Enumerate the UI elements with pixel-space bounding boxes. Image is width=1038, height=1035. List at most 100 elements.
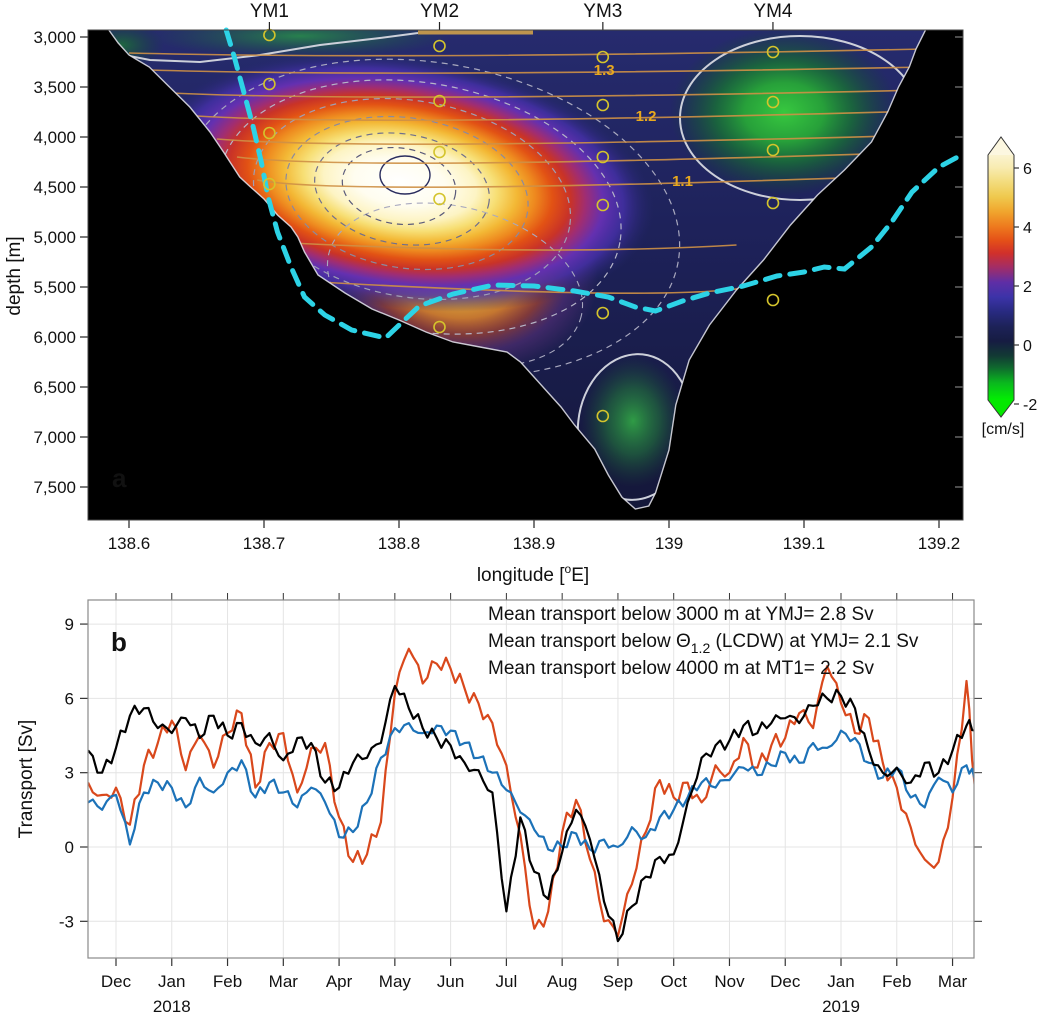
colorbar-tick-label: -2 [1023, 397, 1037, 414]
velocity-contour-innermost [379, 155, 431, 195]
panel-a-ticks: 138.6 138.7 138.8 138.9 139 139.1 139.2 3,000 3,… [33, 1, 963, 553]
station-label-YM4: YM4 [753, 1, 793, 22]
month-label: Nov [714, 972, 745, 991]
transport-tick-label: 3 [65, 764, 74, 783]
isotherm-line-7 [290, 242, 737, 251]
panel-b-transport-timeseries: Dec Jan Feb Mar Apr May Jun Jul Aug Sep Oct Nov Dec J… [16, 593, 982, 1016]
month-label: Dec [770, 972, 801, 991]
colorbar-unit: [cm/s] [982, 421, 1025, 438]
colorbar: 6 4 2 0 -2 [cm/s] [982, 136, 1037, 438]
year-label: 2019 [822, 997, 860, 1016]
series-line-blue [88, 721, 974, 854]
instrument-circle-YM4 [766, 143, 780, 157]
instrument-circle-YM3 [596, 150, 610, 164]
isotherm-line-1 [149, 66, 926, 74]
month-label: Aug [547, 972, 577, 991]
panel-b-ylabel: Transport [Sv] [16, 720, 37, 839]
y-tick-label: 3,500 [33, 78, 76, 97]
instrument-circle-YM3 [596, 198, 610, 212]
instrument-circle-YM3 [596, 98, 610, 112]
isotherm-value-labels: 1.3 1.2 1.1 [594, 62, 693, 190]
x-tick-label: 138.7 [243, 534, 286, 553]
month-label: Mar [938, 972, 968, 991]
transport-tick-label: 0 [65, 838, 74, 857]
y-tick-label: 5,000 [33, 228, 76, 247]
instrument-circle-YM2 [433, 145, 446, 159]
instrument-circle-YM3 [596, 306, 610, 320]
y-tick-label: 7,000 [33, 428, 76, 447]
panel-a-ylabel: depth [m] [4, 236, 25, 315]
seafloor-outline [108, 29, 927, 510]
transport-tick-label: 9 [65, 615, 74, 634]
isotherm-line-4 [216, 134, 926, 145]
instrument-circle-YM4 [766, 45, 780, 59]
green-cell-deep [581, 355, 685, 487]
legend-red: Mean transport below 3000 m at YMJ= 2.8 … [488, 604, 874, 625]
isotherm-contours [128, 48, 926, 294]
series-line-red [88, 647, 974, 938]
colorbar-tick-label: 6 [1023, 161, 1032, 178]
instrument-circle-YM3 [596, 409, 610, 423]
month-label: Jan [158, 972, 185, 991]
instrument-circle-YM4 [766, 293, 780, 307]
instrument-circle-YM1 [263, 126, 276, 140]
legend-blue: Mean transport below Θ1.2 (LCDW) at YMJ=… [488, 631, 919, 656]
isotherm-line-3 [196, 110, 926, 122]
panel-b-series [88, 647, 974, 943]
transport-tick-label: 6 [65, 689, 74, 708]
panel-a-xlabel: longitude [oE] [477, 562, 589, 586]
colorbar-tick-label: 4 [1023, 220, 1032, 237]
station-label-YM3: YM3 [583, 1, 622, 22]
instrument-circle-YM4 [766, 95, 780, 109]
isotherm-line-5 [236, 151, 926, 164]
colorbar-tick-label: 0 [1023, 338, 1032, 355]
instrument-circles [263, 28, 780, 423]
instrument-circle-YM2 [433, 320, 446, 334]
colorbar-tick-label: 2 [1023, 279, 1032, 296]
colorbar-ticks: 6 4 2 0 -2 [1014, 161, 1037, 414]
instrument-circle-YM2 [433, 39, 446, 53]
panel-a-letter: a [112, 463, 127, 493]
panel-b-ticks: Dec Jan Feb Mar Apr May Jun Jul Aug Sep Oct Nov Dec J… [59, 593, 982, 1016]
month-label: Dec [101, 972, 132, 991]
month-label: Feb [213, 972, 242, 991]
x-tick-label: 138.9 [513, 534, 556, 553]
instrument-circle-YM2 [433, 192, 446, 206]
colorbar-gradient [988, 155, 1014, 400]
isotherm-line-6 [257, 174, 926, 188]
green-strip-top [150, 30, 450, 58]
instrument-circle-YM3 [596, 50, 610, 64]
isotherm-label-1.2: 1.2 [636, 108, 657, 125]
panel-a-frame [87, 29, 964, 521]
panel-a-velocity-section: 138.6 138.7 138.8 138.9 139 139.1 139.2 3,000 3,… [4, 1, 1037, 586]
x-tick-label: 139 [655, 534, 683, 553]
transport-tick-label: -3 [59, 912, 74, 931]
isotherm-label-1.1: 1.1 [672, 173, 693, 190]
month-label: Apr [326, 972, 353, 991]
month-label: Sep [603, 972, 633, 991]
colorbar-arrow-top [988, 137, 1014, 155]
y-tick-label: 6,000 [33, 328, 76, 347]
x-tick-label: 139.1 [783, 534, 826, 553]
x-tick-label: 139.2 [918, 534, 961, 553]
legend-gray: Mean transport below 4000 m at MT1= 2.2 … [488, 658, 875, 679]
month-label: Jan [827, 972, 854, 991]
instrument-circle-YM1 [263, 177, 276, 191]
y-tick-label: 5,500 [33, 278, 76, 297]
panel-b-gridlines [88, 600, 974, 958]
colorbar-arrow-bottom [988, 400, 1014, 417]
x-tick-label: 138.6 [108, 534, 151, 553]
y-tick-label: 3,000 [33, 28, 76, 47]
colorbar-outline [987, 136, 1015, 418]
y-tick-label: 6,500 [33, 378, 76, 397]
panel-b-frame [87, 599, 975, 959]
cyan-dashed-line [223, 27, 966, 341]
instrument-circle-YM2 [433, 94, 446, 108]
month-label: Feb [882, 972, 911, 991]
y-tick-label: 7,500 [33, 478, 76, 497]
month-label: Oct [660, 972, 687, 991]
y-tick-label: 4,000 [33, 128, 76, 147]
x-tick-label: 138.8 [378, 534, 421, 553]
